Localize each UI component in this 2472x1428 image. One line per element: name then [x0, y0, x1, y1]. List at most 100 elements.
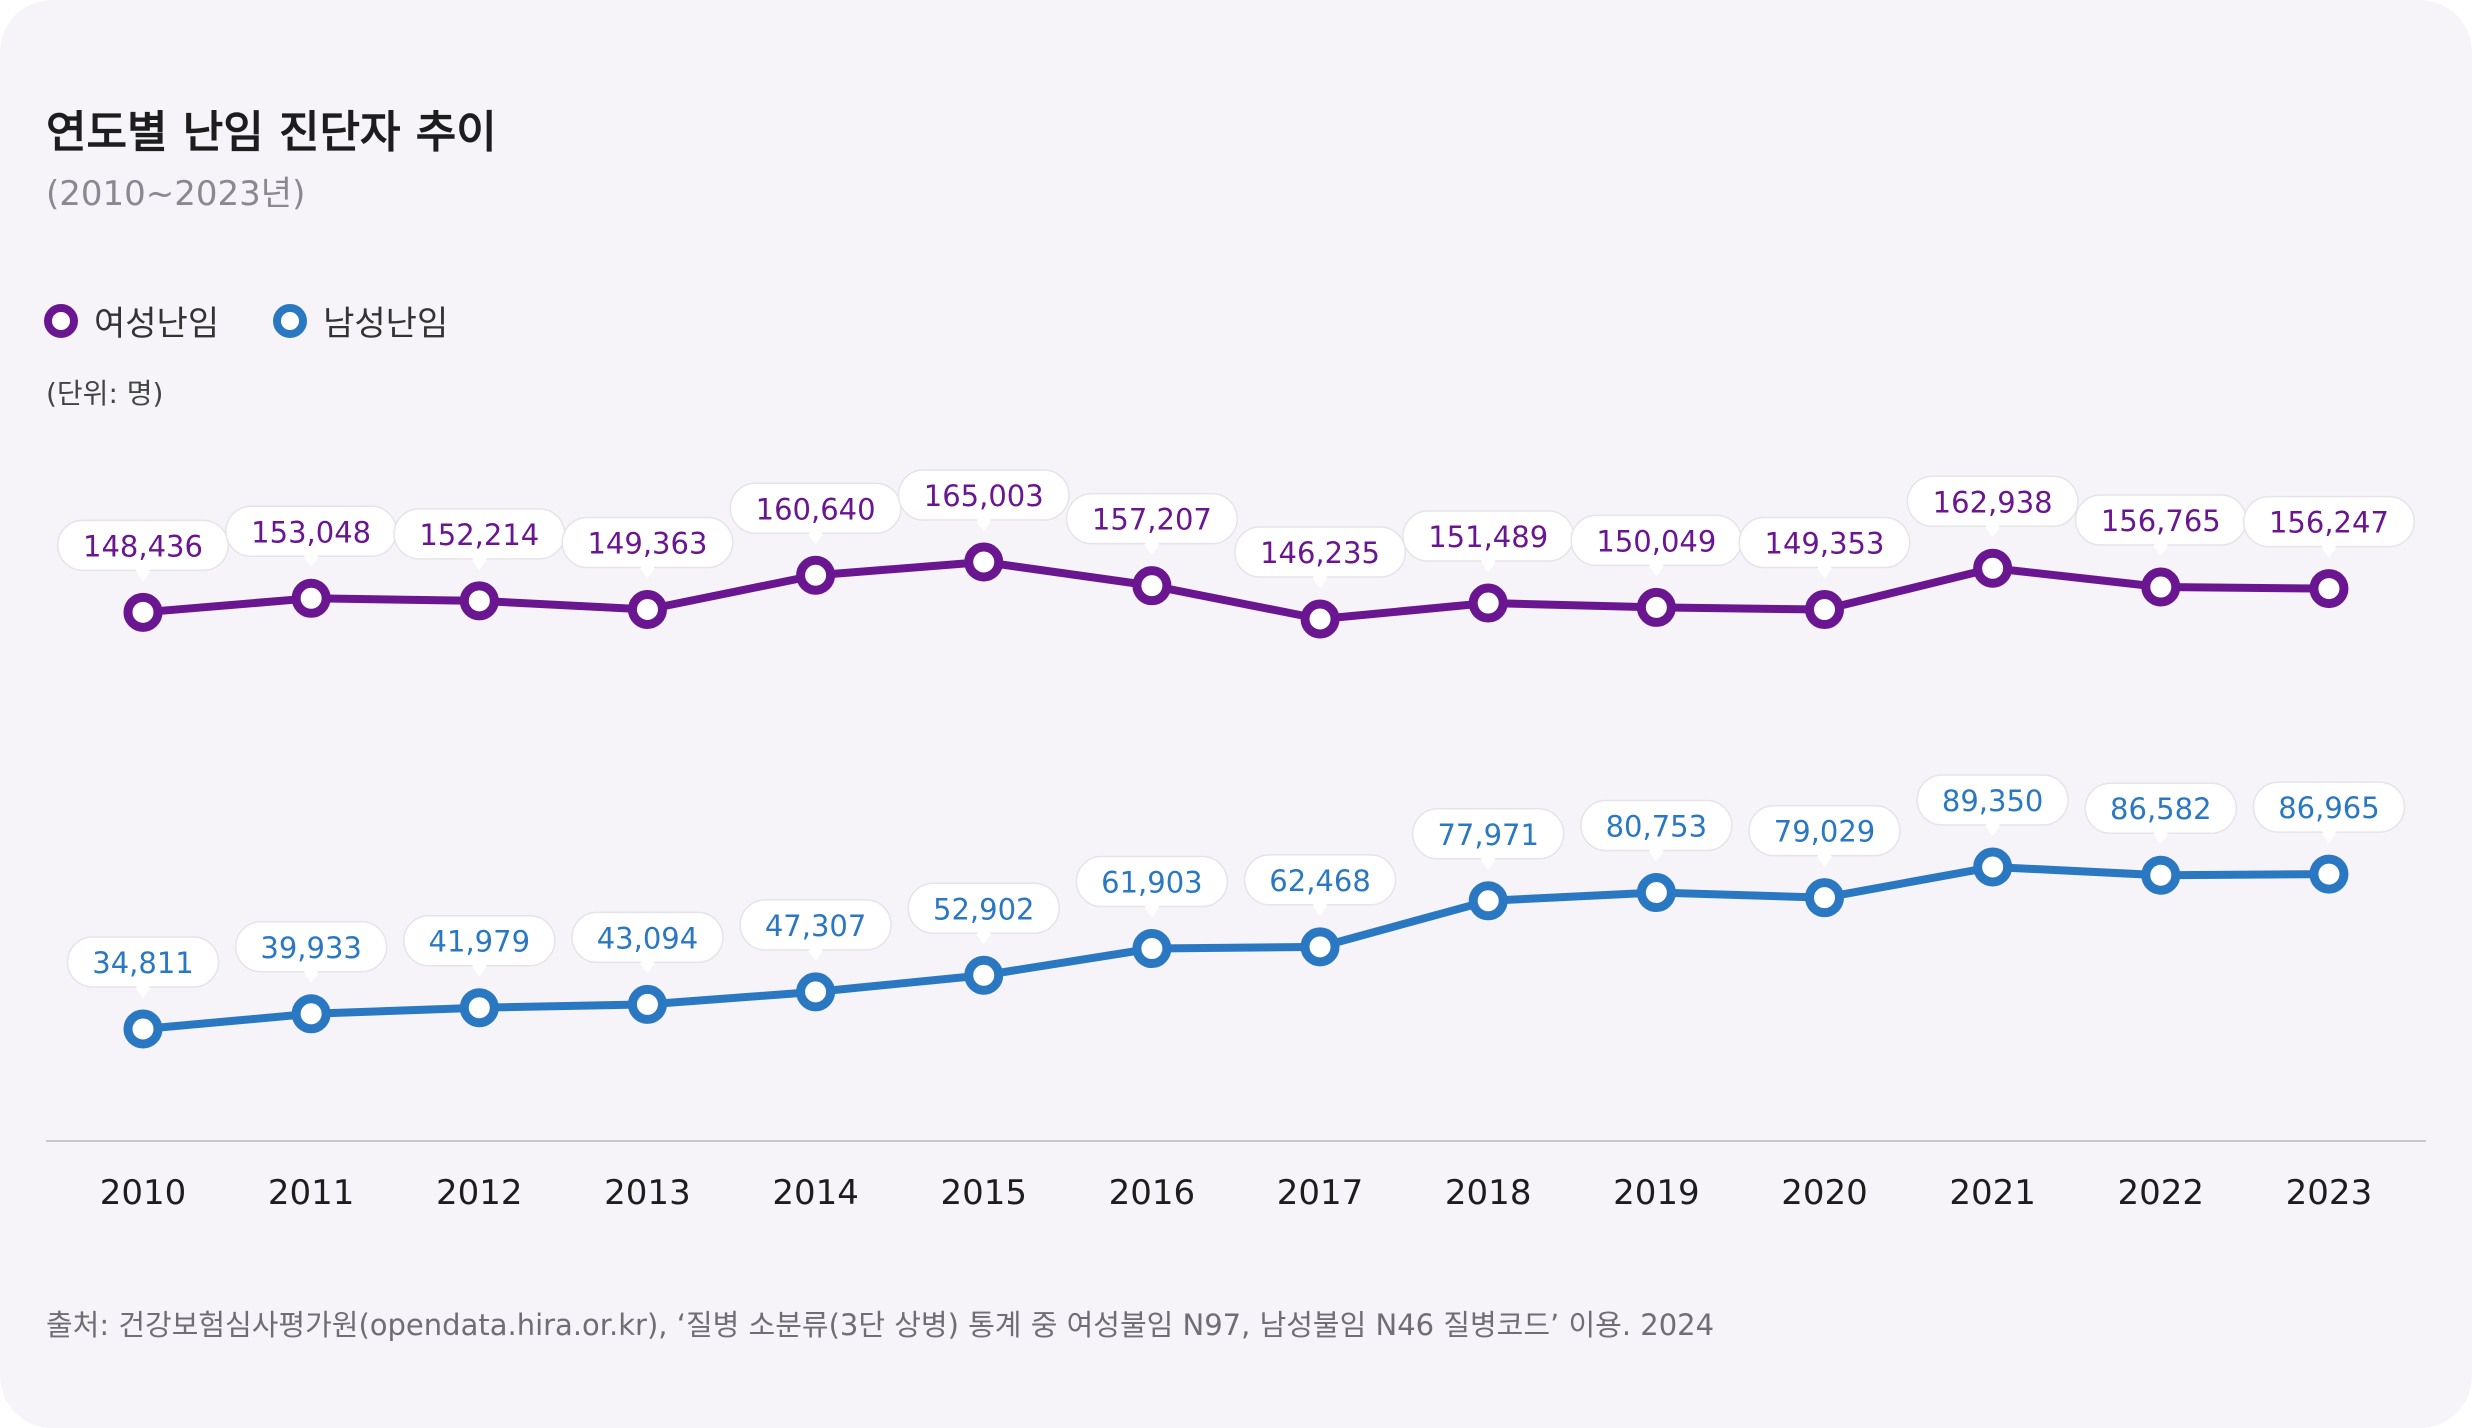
data-label: 52,902	[933, 892, 1034, 926]
data-label: 156,247	[2269, 506, 2389, 540]
source-note: 출처: 건강보험심사평가원(opendata.hira.or.kr), ‘질병 …	[46, 1308, 1715, 1342]
data-label: 41,979	[429, 925, 530, 959]
data-point	[1468, 583, 1508, 623]
data-point	[459, 988, 499, 1028]
data-label-bubble: 146,235	[1234, 526, 1407, 588]
data-point	[1636, 873, 1676, 913]
data-point	[1805, 878, 1844, 918]
data-point	[1468, 881, 1508, 921]
data-point	[2141, 855, 2181, 895]
x-tick-label: 2023	[2286, 1173, 2373, 1213]
data-point	[964, 955, 1004, 995]
legend-item-female: 여성난임	[44, 296, 219, 345]
data-point	[627, 590, 667, 629]
data-label-bubble: 156,247	[2242, 495, 2415, 558]
data-label-pointer-fill	[1816, 853, 1833, 865]
data-label-bubble: 52,902	[907, 882, 1060, 945]
data-label: 43,094	[597, 921, 698, 955]
data-label-bubble: 86,965	[2252, 781, 2406, 844]
data-label: 149,353	[1765, 527, 1885, 561]
data-label-pointer-fill	[303, 969, 320, 981]
data-label-bubble: 41,979	[403, 914, 556, 977]
data-label-bubble: 47,307	[739, 899, 892, 961]
series-female: 148,436 153,048 152,214 149,363 160,640 165,0…	[57, 469, 2415, 639]
data-point	[1805, 590, 1844, 630]
data-label-pointer-fill	[471, 963, 488, 975]
data-label-bubble: 77,971	[1411, 808, 1565, 870]
data-label: 150,049	[1596, 524, 1716, 558]
data-label: 77,971	[1437, 818, 1538, 852]
series-male: 34,811 39,933 41,979 43,094 47,307 52,902 61,9…	[66, 774, 2406, 1049]
data-label-pointer-fill	[303, 554, 320, 566]
data-label: 39,933	[260, 931, 361, 965]
data-label-pointer-fill	[1984, 823, 2001, 834]
data-label: 162,938	[1933, 485, 2053, 519]
x-tick-label: 2019	[1613, 1173, 1700, 1213]
data-label: 165,003	[924, 479, 1044, 513]
data-point	[123, 1009, 163, 1049]
data-label-pointer-fill	[807, 947, 824, 959]
data-label: 160,640	[756, 492, 876, 526]
legend-item-male: 남성난임	[273, 296, 448, 345]
data-label-bubble: 34,811	[66, 936, 220, 998]
x-tick-label: 2010	[100, 1173, 187, 1213]
data-label-bubble: 62,468	[1243, 854, 1397, 916]
data-point	[1132, 929, 1172, 969]
data-label-bubble: 149,363	[561, 516, 734, 579]
data-label: 89,350	[1942, 784, 2043, 818]
x-tick-label: 2012	[436, 1173, 523, 1213]
data-label-bubble: 151,489	[1402, 510, 1575, 573]
series-line	[139, 863, 2333, 1033]
data-point	[796, 555, 836, 595]
x-tick-label: 2017	[1277, 1173, 1364, 1213]
data-label-pointer-fill	[471, 556, 488, 568]
data-label-bubble: 43,094	[571, 911, 724, 974]
legend-marker-male-icon	[273, 303, 308, 338]
legend-label-male: 남성난임	[323, 304, 449, 344]
legend-label-female: 여성난임	[94, 304, 220, 344]
data-label: 148,436	[83, 529, 203, 563]
data-label-pointer-fill	[1143, 541, 1160, 553]
data-label: 79,029	[1774, 815, 1875, 849]
series-line	[139, 558, 2333, 623]
data-point	[2141, 567, 2181, 607]
x-tick-label: 2022	[2118, 1173, 2205, 1213]
chart-title: 연도별 난임 진단자 추이	[46, 107, 497, 158]
data-label: 146,235	[1260, 536, 1380, 570]
unit-label: (단위: 명)	[46, 377, 164, 410]
data-point	[796, 972, 836, 1012]
data-label-pointer-fill	[2320, 830, 2337, 842]
data-label-pointer-fill	[1648, 563, 1665, 575]
data-label-pointer-fill	[2320, 544, 2337, 556]
data-label-pointer-fill	[975, 518, 992, 529]
data-label-bubble: 157,207	[1065, 492, 1238, 555]
data-label: 149,363	[587, 527, 707, 561]
data-label: 62,468	[1269, 864, 1370, 898]
data-point	[2309, 854, 2349, 894]
chart-subtitle: (2010~2023년)	[46, 174, 306, 214]
data-label-pointer-fill	[135, 568, 151, 580]
data-point	[291, 994, 331, 1034]
x-tick-label: 2016	[1109, 1173, 1196, 1213]
data-label: 47,307	[765, 909, 866, 943]
x-tick-label: 2013	[604, 1173, 691, 1213]
data-label-pointer-fill	[1816, 565, 1833, 577]
data-label-pointer-fill	[2152, 543, 2169, 555]
data-label-bubble: 86,582	[2084, 782, 2238, 845]
data-label-bubble: 39,933	[234, 921, 388, 983]
data-label-pointer-fill	[1648, 848, 1665, 860]
data-label-pointer-fill	[807, 531, 824, 543]
data-label-pointer-fill	[135, 985, 151, 996]
data-label-pointer-fill	[1480, 856, 1497, 868]
data-label-pointer-fill	[2152, 831, 2169, 843]
data-label-bubble: 153,048	[225, 505, 398, 568]
x-tick-label: 2011	[268, 1173, 355, 1213]
data-label-bubble: 148,436	[57, 519, 229, 582]
data-label: 86,965	[2278, 791, 2379, 825]
data-label-bubble: 156,765	[2074, 494, 2247, 557]
data-label-pointer-fill	[1312, 575, 1329, 586]
data-label-pointer-fill	[1480, 559, 1497, 571]
x-tick-label: 2018	[1445, 1173, 1532, 1213]
